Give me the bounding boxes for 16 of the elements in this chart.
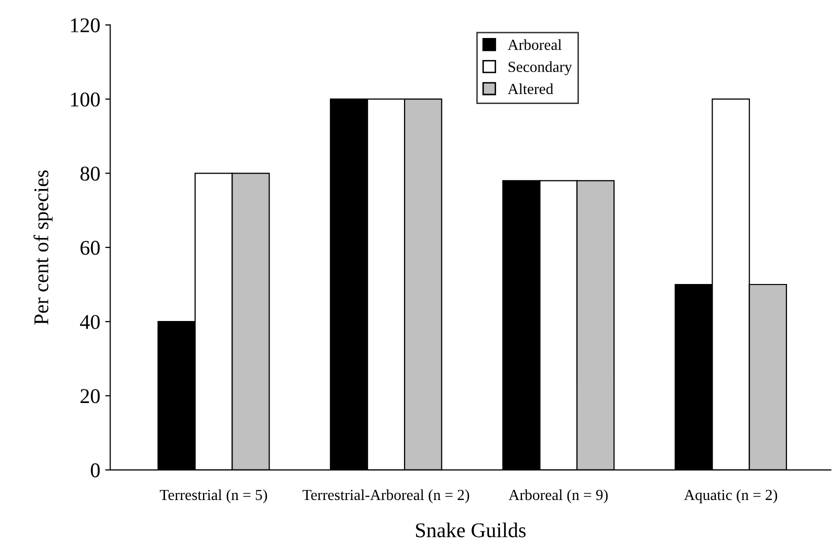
x-tick-label: Terrestrial-Arboreal (n = 2) <box>302 489 470 504</box>
x-tick-label: Arboreal (n = 9) <box>508 489 608 504</box>
x-axis-title: Snake Guilds <box>416 522 526 538</box>
y-tick-label: 100 <box>71 92 100 107</box>
legend-label: Arboreal <box>508 39 562 50</box>
y-tick-label: 80 <box>80 166 100 181</box>
y-axis-title: Per cent of species <box>33 170 53 325</box>
x-tick-label: Terrestrial (n = 5) <box>160 489 268 504</box>
legend-label: Altered <box>508 83 554 94</box>
legend-label: Secondary <box>508 61 572 76</box>
y-tick-label: 0 <box>90 463 100 478</box>
x-tick-label: Aquatic (n = 2) <box>684 489 778 504</box>
y-tick-label: 20 <box>80 389 100 404</box>
y-tick-label: 40 <box>80 314 100 330</box>
y-tick-label: 120 <box>71 18 100 32</box>
y-tick-label: 60 <box>80 240 100 255</box>
